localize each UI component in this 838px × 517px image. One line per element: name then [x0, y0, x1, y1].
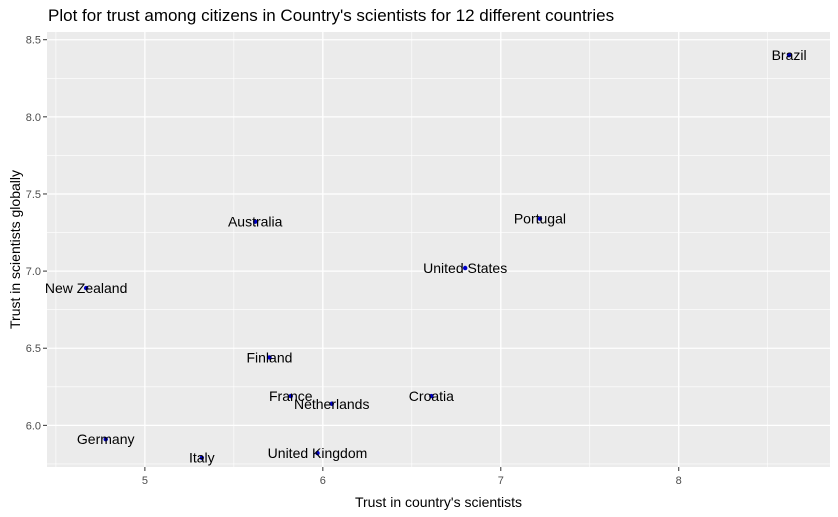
- data-point: [83, 285, 89, 291]
- data-point: [537, 216, 543, 221]
- y-tick-label: 7.5: [26, 189, 41, 201]
- axis-ticks: [43, 39, 680, 471]
- y-tick-labels: 6.0 6.5 7.0 7.5 8.0 8.5: [26, 35, 41, 433]
- y-tick-label: 6.5: [26, 343, 41, 355]
- chart-title: Plot for trust among citizens in Country…: [48, 6, 615, 25]
- point-label: Brazil: [772, 47, 807, 63]
- data-point: [315, 450, 320, 456]
- x-tick-label: 5: [142, 475, 148, 487]
- data-point: [288, 393, 293, 399]
- point-labels: Brazil Australia Portugal United States New …: [45, 47, 807, 466]
- point-label: Australia: [228, 214, 283, 230]
- x-tick-label: 7: [498, 475, 504, 487]
- point-label: New Zealand: [45, 280, 128, 296]
- x-tick-label: 8: [676, 475, 682, 487]
- plot-panel: [47, 32, 830, 467]
- data-point: [786, 52, 792, 58]
- data-point: [267, 355, 272, 360]
- data-point: [462, 265, 468, 271]
- point-label: Italy: [189, 450, 215, 466]
- y-axis-title: Trust in scientists globally: [7, 170, 23, 329]
- point-label: Germany: [77, 431, 135, 447]
- minor-gridlines: [47, 32, 830, 467]
- point-label: United Kingdom: [268, 445, 368, 461]
- point-label: Netherlands: [294, 396, 370, 412]
- point-label: Finland: [246, 349, 292, 365]
- major-gridlines: [47, 32, 830, 467]
- point-label: United States: [423, 260, 507, 276]
- data-point: [429, 393, 434, 399]
- data-point: [253, 219, 258, 224]
- x-tick-label: 6: [320, 475, 326, 487]
- data-point: [103, 437, 108, 442]
- y-tick-label: 8.5: [26, 35, 41, 47]
- point-label: Croatia: [409, 388, 454, 404]
- x-tick-labels: 5 6 7 8: [142, 475, 682, 487]
- point-label: Portugal: [514, 211, 566, 227]
- data-points: [83, 52, 792, 460]
- y-tick-label: 7.0: [26, 266, 41, 278]
- data-point: [329, 401, 334, 406]
- y-tick-label: 8.0: [26, 112, 41, 124]
- y-tick-label: 6.0: [26, 420, 41, 432]
- x-axis-title: Trust in country's scientists: [355, 494, 522, 510]
- data-point: [199, 455, 205, 460]
- point-label: France: [269, 388, 313, 404]
